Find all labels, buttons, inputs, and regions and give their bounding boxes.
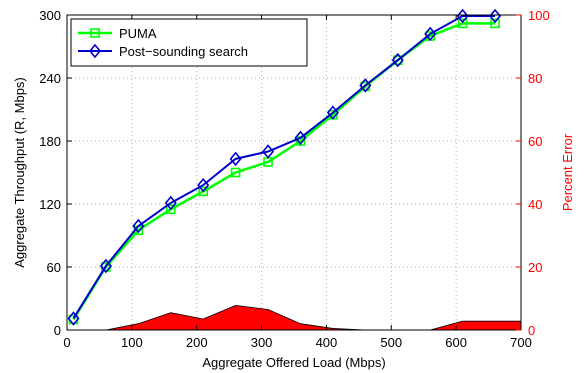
- post-sounding-point: [359, 78, 372, 93]
- post-sounding-point: [262, 144, 275, 159]
- x-tick-label: 700: [510, 335, 532, 350]
- x-tick-label: 600: [445, 335, 467, 350]
- y-tick-label: 240: [39, 71, 61, 86]
- y-tick-label: 120: [39, 197, 61, 212]
- x-tick-label: 0: [63, 335, 70, 350]
- y-right-tick-label: 100: [528, 8, 550, 23]
- y-right-tick-label: 0: [528, 323, 535, 338]
- x-tick-label: 500: [380, 335, 402, 350]
- post-sounding-point: [326, 105, 339, 120]
- legend-square-marker: [90, 28, 100, 38]
- post-sounding-point: [424, 26, 437, 42]
- post-sounding-point: [99, 258, 112, 274]
- legend-box: [70, 18, 308, 67]
- puma-point: [457, 18, 468, 29]
- percent-error-area: [105, 305, 522, 331]
- x-tick-label: 200: [186, 335, 208, 350]
- post-sounding-point: [229, 151, 242, 167]
- x-tick-label: 400: [316, 335, 338, 350]
- percent-error-fill: [105, 305, 522, 331]
- x-axis-ticks: 0 100 200 300 400 500 600 700: [63, 15, 532, 350]
- puma-point: [230, 167, 241, 178]
- y-right-axis-ticks: 0 20 40 60 80 100: [516, 8, 550, 338]
- puma-point: [490, 18, 500, 29]
- grid: [67, 15, 521, 330]
- y-tick-label: 60: [47, 260, 61, 275]
- x-axis-label: Aggregate Offered Load (Mbps): [202, 355, 385, 370]
- y-right-tick-label: 40: [528, 197, 542, 212]
- legend-post-sounding-label: Post−sounding search: [119, 44, 248, 59]
- post-sounding-line: [72, 15, 496, 319]
- puma-point: [198, 186, 208, 197]
- post-sounding-point: [67, 311, 80, 326]
- y-tick-label: 180: [39, 134, 61, 149]
- legend-puma-label: PUMA: [119, 26, 157, 41]
- y-right-tick-label: 60: [528, 134, 542, 149]
- legend-diamond-marker: [88, 43, 102, 59]
- post-sounding-point: [197, 177, 210, 193]
- legend-puma-marker: [90, 28, 100, 38]
- post-sounding-point: [489, 8, 502, 24]
- puma-line: [72, 22, 496, 321]
- series-lines: [67, 8, 502, 326]
- post-sounding-point: [132, 218, 145, 234]
- post-sounding-point: [294, 130, 307, 146]
- y-tick-label: 0: [54, 323, 61, 338]
- puma-point: [165, 204, 176, 215]
- x-tick-label: 300: [251, 335, 273, 350]
- y-right-tick-label: 80: [528, 71, 542, 86]
- legend-post-sounding-marker: [88, 43, 102, 59]
- post-sounding-point: [391, 52, 404, 68]
- y-right-tick-label: 20: [528, 260, 542, 275]
- post-sounding-point: [164, 195, 177, 211]
- legend: PUMA Post−sounding search: [70, 18, 308, 67]
- y-tick-label: 300: [39, 8, 61, 23]
- post-sounding-point: [456, 8, 469, 24]
- plot-frame: [66, 14, 522, 331]
- y-axis-ticks: 0 60 120 180 240 300: [39, 8, 72, 338]
- y-axis-label: Aggregate Throughput (R, Mbps): [12, 77, 27, 268]
- x-tick-label: 100: [121, 335, 143, 350]
- y-right-axis-label: Percent Error: [560, 133, 575, 211]
